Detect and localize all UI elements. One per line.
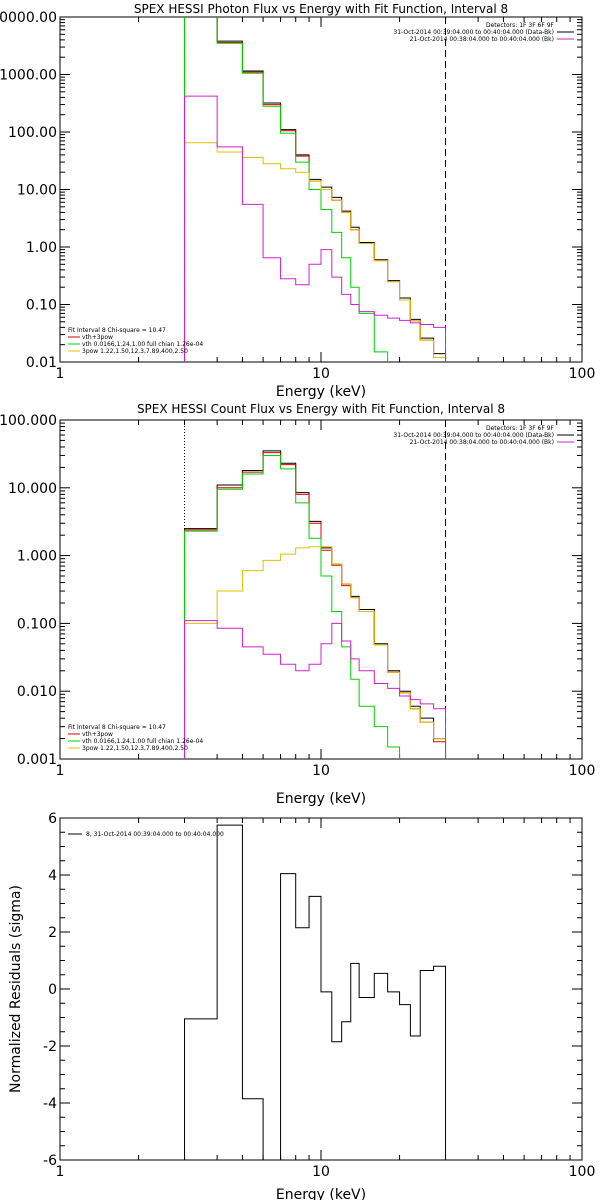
x-tick-label: 100 — [569, 1164, 596, 1180]
y-tick-label: 0.01 — [26, 355, 57, 371]
y-tick-label: -4 — [43, 1096, 57, 1112]
legend-bottom-left-text: Fit Interval 8 Chi-square = 10.47 — [68, 327, 166, 334]
y-tick-label: 100.000 — [0, 413, 57, 429]
legend-top-right-text: 21-Oct-2014 00:38:04.000 to 00:40:04.000… — [410, 36, 554, 43]
series-vth-3pow-line — [184, 452, 447, 759]
y-tick-label: 100.00 — [8, 125, 57, 141]
y-tick-label: 2 — [48, 925, 57, 941]
y-tick-label: 10.00 — [17, 183, 57, 199]
x-axis-label: Energy (keV) — [276, 791, 366, 807]
legend-bottom-left-text: vth+3pow — [82, 334, 113, 341]
y-tick-label: -2 — [43, 1039, 57, 1055]
series-residuals-line — [184, 824, 447, 1160]
chart-title: SPEX HESSI Photon Flux vs Energy with Fi… — [134, 2, 508, 16]
legend-top-right-text: Detectors: 1F 3F 6F 9F — [486, 22, 555, 29]
y-tick-label: 0 — [48, 982, 57, 998]
series-bk-line — [184, 620, 447, 759]
x-tick-label: 1 — [56, 366, 65, 382]
y-tick-label: 4 — [48, 868, 57, 884]
series-vth-line — [184, 17, 447, 362]
x-tick-label: 10 — [312, 366, 330, 382]
y-tick-label: 0.010 — [17, 684, 57, 700]
legend-bottom-left-text: vth+3pow — [82, 731, 113, 738]
y-tick-label: 1.00 — [26, 240, 57, 256]
legend-bottom-left-text: 3pow 1.22,1.50,12.3,7.89,400,2.50 — [82, 745, 188, 752]
y-tick-label: 0.10 — [26, 298, 57, 314]
y-tick-label: 0.001 — [17, 752, 57, 768]
legend-top-right-text: 21-Oct-2014 00:38:04.000 to 00:40:04.000… — [410, 439, 554, 446]
legend-top-left-text: 8, 31-Oct-2014 00:39:04.000 to 00:40:04.… — [86, 831, 224, 838]
series-data-bk-line — [184, 450, 447, 759]
legend-top-right-text: Detectors: 1F 3F 6F 9F — [486, 425, 555, 432]
legend-bottom-left-text: vth 0.0166,1.24,1.00 full chian 1.26e-04 — [82, 341, 203, 348]
y-tick-label: -6 — [43, 1153, 57, 1169]
y-tick-label: 10.000 — [8, 481, 57, 497]
series-3pow-line — [184, 142, 447, 362]
x-axis-label: Energy (keV) — [276, 1187, 366, 1200]
legend-top-right-text: 31-Oct-2014 00:39:04.000 to 00:40:04.000… — [393, 432, 554, 439]
series-bk-line — [184, 95, 447, 362]
y-axis-label: Normalized Residuals (sigma) — [8, 885, 24, 1093]
chart-title: SPEX HESSI Count Flux vs Energy with Fit… — [137, 402, 505, 416]
x-tick-label: 100 — [569, 763, 596, 779]
x-tick-label: 10 — [312, 1164, 330, 1180]
x-tick-label: 10 — [312, 763, 330, 779]
series-data-bk-line — [184, 17, 447, 362]
x-tick-label: 100 — [569, 366, 596, 382]
chart-1: SPEX HESSI Photon Flux vs Energy with Fi… — [0, 2, 596, 400]
chart-3: 1 10 100 -6 -4 -2 0 2 4 6 Energy (keV) Normalized R… — [8, 811, 596, 1203]
legend-bottom-left-text: Fit Interval 8 Chi-square = 10.47 — [68, 724, 166, 731]
legend-bottom-left-text: 3pow 1.22,1.50,12.3,7.89,400,2.50 — [82, 348, 188, 355]
legend-top-right-text: 31-Oct-2014 00:39:04.000 to 00:40:04.000… — [393, 29, 554, 36]
x-axis-label: Energy (keV) — [276, 384, 366, 400]
y-tick-label: 1000.00 — [0, 68, 57, 84]
x-tick-label: 1 — [56, 763, 65, 779]
y-tick-label: 6 — [48, 811, 57, 827]
legend-bottom-left-text: vth 0.0166,1.24,1.00 full chian 1.26e-04 — [82, 738, 203, 745]
chart-2: SPEX HESSI Count Flux vs Energy with Fit… — [0, 402, 596, 807]
y-tick-label: 1.000 — [17, 549, 57, 565]
y-tick-label: 0000.00 — [0, 10, 57, 26]
x-tick-label: 1 — [56, 1164, 65, 1180]
y-tick-label: 0.100 — [17, 616, 57, 632]
series-vth-3pow-line — [184, 17, 447, 362]
plot-frame — [59, 419, 583, 760]
series-3pow-line — [184, 546, 447, 759]
